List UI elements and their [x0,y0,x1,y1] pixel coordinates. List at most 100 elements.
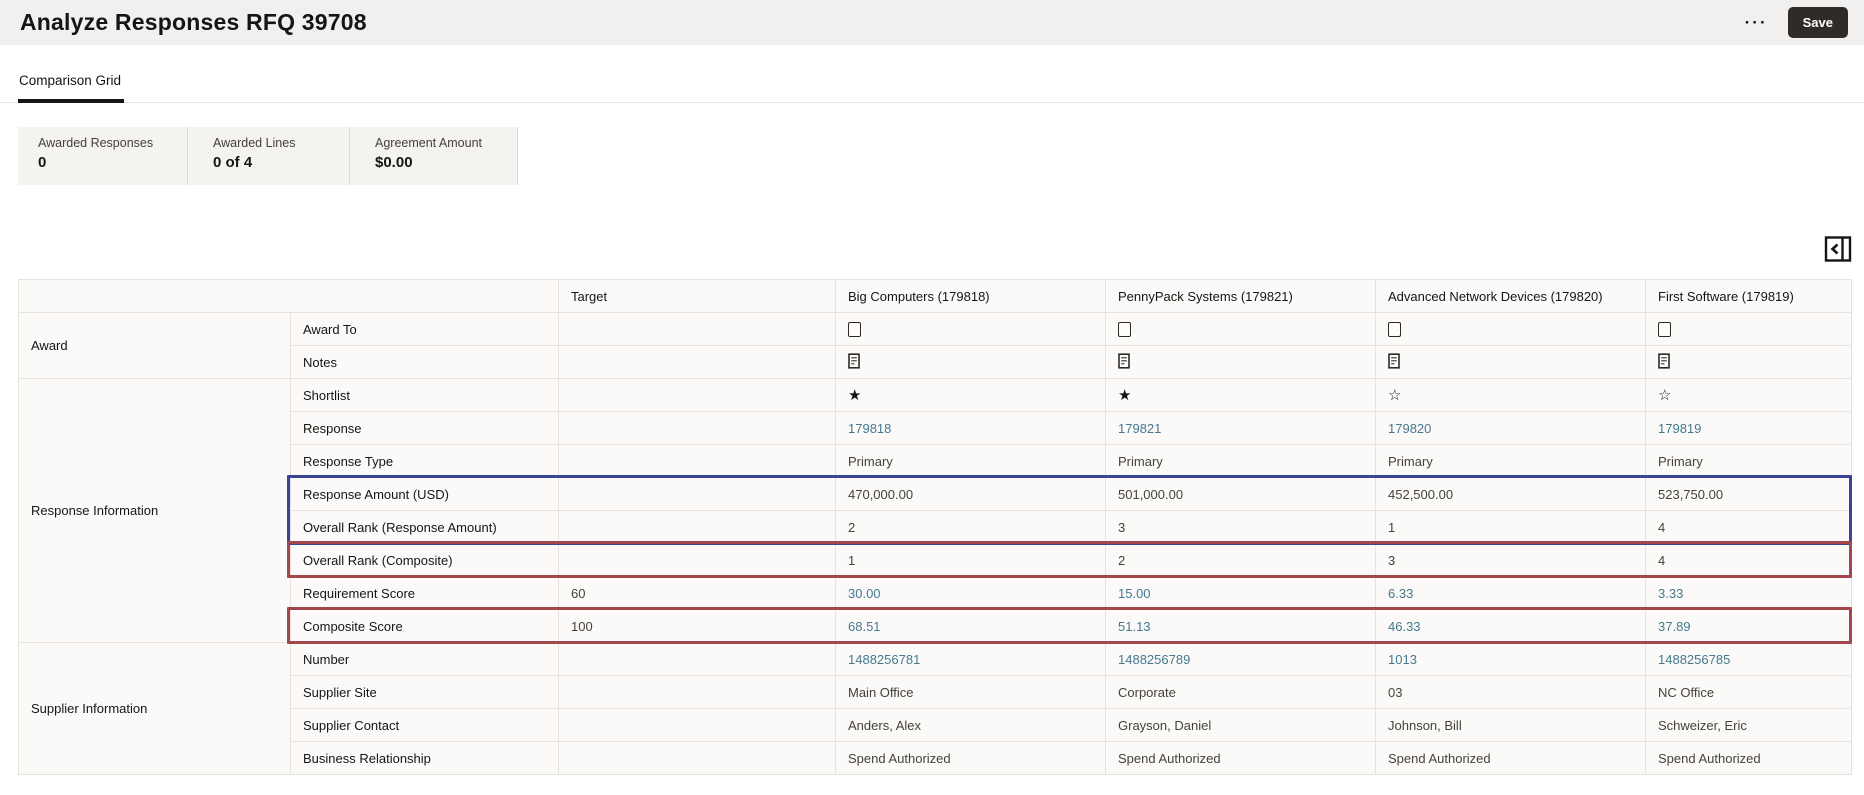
row-label: Response [290,411,559,445]
cell-link[interactable]: 68.51 [848,618,881,634]
supplier-cell: 2 [835,510,1106,544]
supplier-cell [1105,345,1376,379]
star-outline-icon[interactable]: ☆ [1658,386,1672,404]
cell-value: 100 [571,618,593,634]
cell-link[interactable]: 1488256781 [848,651,921,667]
star-filled-icon[interactable]: ★ [1118,386,1132,404]
supplier-cell: 452,500.00 [1375,477,1646,511]
grid-row: Response Information Shortlist ★ ★ ☆ ☆ [18,378,1852,643]
supplier-cell: Corporate [1105,675,1376,709]
supplier-cell: Primary [835,444,1106,478]
cell-value: Johnson, Bill [1388,717,1462,733]
supplier-cell: Spend Authorized [835,741,1106,775]
ellipsis-icon: ··· [1744,13,1768,32]
target-cell [558,378,836,412]
target-cell [558,477,836,511]
row-label: Business Relationship [290,741,559,775]
star-filled-icon[interactable]: ★ [848,386,862,404]
supplier-cell: 46.33 [1375,609,1646,643]
cell-link[interactable]: 51.13 [1118,618,1151,634]
cell-link[interactable]: 179821 [1118,420,1162,436]
note-icon[interactable] [1118,352,1130,369]
stat-value: $0.00 [375,154,413,171]
award-to-checkbox[interactable] [1658,322,1671,338]
star-outline-icon[interactable]: ☆ [1388,386,1402,404]
supplier-cell [1375,312,1646,346]
cell-link[interactable]: 1488256785 [1658,651,1731,667]
cell-link[interactable]: 1013 [1388,651,1417,667]
supplier-cell [1645,345,1852,379]
tab-comparison-grid[interactable]: Comparison Grid [18,73,125,103]
more-actions-button[interactable]: ··· [1741,8,1772,37]
summary-stats: Awarded Responses 0 Awarded Lines 0 of 4… [18,127,518,185]
collapse-panel-button[interactable] [1824,235,1852,263]
supplier-cell: Main Office [835,675,1106,709]
cell-value: 2 [848,519,856,535]
cell-value: Main Office [848,684,914,700]
corner-cell [18,279,559,313]
supplier-cell: Anders, Alex [835,708,1106,742]
note-icon[interactable] [848,352,860,369]
supplier-cell [1375,345,1646,379]
stat-awarded-lines: Awarded Lines 0 of 4 [188,127,350,185]
supplier-cell: 1013 [1375,642,1646,676]
supplier-cell: NC Office [1645,675,1852,709]
cell-value: Primary [848,453,893,469]
target-cell: 100 [558,609,836,643]
supplier-cell: Grayson, Daniel [1105,708,1376,742]
cell-value: Anders, Alex [848,717,921,733]
grid-row: Response Amount (USD) 470,000.00 501,000.0… [19,477,1852,511]
stat-value: 0 of 4 [213,154,253,171]
supplier-cell: 3 [1375,543,1646,577]
row-label: Response Amount (USD) [290,477,559,511]
award-to-checkbox[interactable] [848,322,861,338]
supplier-cell: ★ [835,378,1106,412]
supplier-cell: 1 [1375,510,1646,544]
cell-value: 03 [1388,684,1403,700]
cell-link[interactable]: 1488256789 [1118,651,1191,667]
cell-link[interactable]: 30.00 [848,585,881,601]
target-cell [558,510,836,544]
comparison-table: Target Big Computers (179818) PennyPack Sy… [18,279,1852,775]
stat-label: Awarded Responses [38,136,154,150]
cell-value: Primary [1118,453,1163,469]
cell-value: 501,000.00 [1118,486,1184,502]
target-cell [558,444,836,478]
row-label: Overall Rank (Response Amount) [290,510,559,544]
cell-value: Corporate [1118,684,1176,700]
cell-link[interactable]: 179820 [1388,420,1432,436]
cell-value: Schweizer, Eric [1658,717,1747,733]
cell-link[interactable]: 3.33 [1658,585,1684,601]
grid-row: Response Type Primary Primary Primary Primar… [19,444,1852,478]
cell-link[interactable]: 15.00 [1118,585,1151,601]
row-label: Overall Rank (Composite) [290,543,559,577]
supplier-cell: ★ [1105,378,1376,412]
note-icon[interactable] [1658,352,1670,369]
supplier-cell: 4 [1645,543,1852,577]
award-to-checkbox[interactable] [1388,322,1401,338]
cell-link[interactable]: 37.89 [1658,618,1691,634]
grid-row: Award Award To [18,312,1852,379]
cell-value: Spend Authorized [1118,750,1221,766]
target-cell [558,675,836,709]
target-cell [558,741,836,775]
row-label: Requirement Score [290,576,559,610]
cell-value: 2 [1118,552,1126,568]
cell-link[interactable]: 179818 [848,420,892,436]
cell-link[interactable]: 46.33 [1388,618,1421,634]
supplier-cell: 501,000.00 [1105,477,1376,511]
target-cell [558,411,836,445]
supplier-cell: 179818 [835,411,1106,445]
note-icon[interactable] [1388,352,1400,369]
save-button[interactable]: Save [1787,7,1848,38]
column-header-supplier-1: PennyPack Systems (179821) [1105,279,1376,313]
supplier-cell: 30.00 [835,576,1106,610]
cell-value: NC Office [1658,684,1715,700]
cell-link[interactable]: 179819 [1658,420,1702,436]
supplier-cell: Primary [1105,444,1376,478]
award-to-checkbox[interactable] [1118,322,1131,338]
supplier-cell: 3 [1105,510,1376,544]
cell-value: 452,500.00 [1388,486,1454,502]
cell-link[interactable]: 6.33 [1388,585,1414,601]
target-cell [558,642,836,676]
